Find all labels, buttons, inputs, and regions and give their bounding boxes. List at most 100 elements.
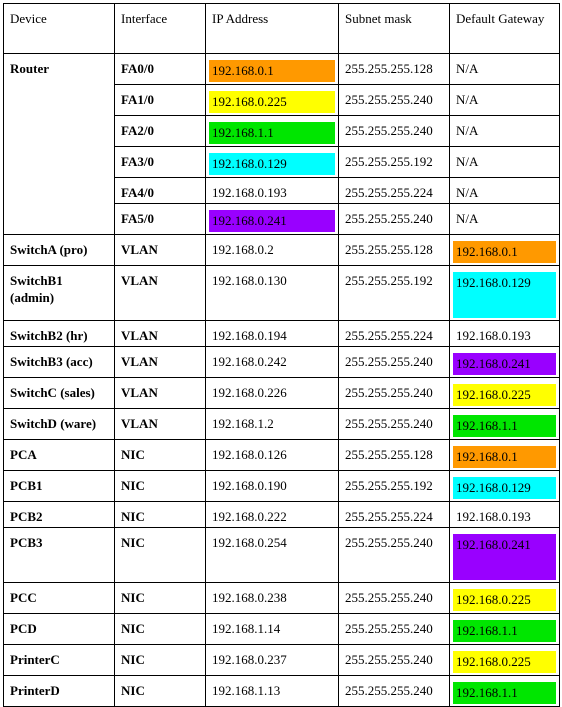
subnet-mask-cell: 255.255.255.128 [338,439,450,471]
interface-cell: FA4/0 [114,177,206,204]
ip-address-cell: 192.168.0.238 [205,582,339,614]
device-cell: PrinterD [3,675,115,707]
ip-address-cell: 192.168.0.193 [205,177,339,204]
subnet-mask-cell: 255.255.255.240 [338,203,450,235]
table-row: SwitchA (pro) VLAN 192.168.0.2 255.255.255.… [3,234,560,266]
subnet-mask-cell: 255.255.255.224 [338,177,450,204]
interface-cell: FA5/0 [114,203,206,235]
subnet-mask-cell: 255.255.255.240 [338,613,450,645]
subnet-mask-cell: 255.255.255.240 [338,84,450,116]
default-gateway-cell: 192.168.1.1 [449,613,560,645]
interface-cell: NIC [114,439,206,471]
default-gateway-cell: 192.168.0.1 [449,439,560,471]
interface-cell: FA1/0 [114,84,206,116]
default-gateway-cell: 192.168.0.129 [449,470,560,502]
subnet-mask-cell: 255.255.255.240 [338,346,450,378]
device-cell: PrinterC [3,644,115,676]
table-row: FA3/0 192.168.0.129 255.255.255.192 N/A [4,146,560,178]
ip-address-cell: 192.168.0.226 [205,377,339,409]
ip-address-cell: 192.168.0.194 [205,320,339,347]
interface-cell: VLAN [114,377,206,409]
interface-cell: FA2/0 [114,115,206,147]
subnet-mask-cell: 255.255.255.240 [338,675,450,707]
interface-cell: NIC [114,644,206,676]
ip-address-cell: 192.168.0.225 [205,84,339,116]
subnet-mask-cell: 255.255.255.128 [338,53,450,85]
default-gateway-cell: 192.168.0.241 [449,527,560,583]
default-gateway-cell: N/A [449,53,560,85]
header-ip-address: IP Address [205,3,339,54]
header-device: Device [3,3,115,54]
device-cell: PCB2 [3,501,115,528]
subnet-mask-cell: 255.255.255.224 [338,501,450,528]
ip-address-cell: 192.168.1.1 [205,115,339,147]
ip-address-cell: 192.168.1.14 [205,613,339,645]
table-row: FA4/0 192.168.0.193 255.255.255.224 N/A [4,177,560,204]
ip-address-cell-highlight: 192.168.0.225 [209,91,335,113]
ip-address-cell: 192.168.1.2 [205,408,339,440]
device-cell: PCA [3,439,115,471]
device-cell: SwitchB3 (acc) [3,346,115,378]
default-gateway-cell-highlight: 192.168.0.129 [453,272,556,318]
table-row: SwitchB1 (admin) VLAN 192.168.0.130 255.255… [3,265,560,321]
ip-address-cell-highlight: 192.168.1.1 [209,122,335,144]
ip-address-cell: 192.168.0.241 [205,203,339,235]
default-gateway-cell-highlight: 192.168.0.129 [453,477,556,499]
table-row: SwitchB2 (hr) VLAN 192.168.0.194 255.255.25… [3,320,560,347]
default-gateway-cell: 192.168.0.193 [449,501,560,528]
table-row: SwitchB3 (acc) VLAN 192.168.0.242 255.255.2… [3,346,560,378]
table-row: PrinterC NIC 192.168.0.237 255.255.255.240 1… [3,644,560,676]
ip-addressing-table: Device Interface IP Address Subnet mask … [3,3,560,707]
interface-cell: NIC [114,470,206,502]
interface-cell: NIC [114,501,206,528]
default-gateway-cell-highlight: 192.168.0.1 [453,446,556,468]
header-subnet-mask: Subnet mask [338,3,450,54]
default-gateway-cell: N/A [449,177,560,204]
default-gateway-cell: 192.168.0.225 [449,582,560,614]
ip-address-cell: 192.168.0.2 [205,234,339,266]
interface-cell: VLAN [114,320,206,347]
table-row: PCB1 NIC 192.168.0.190 255.255.255.192 192.1… [3,470,560,502]
interface-cell: FA0/0 [114,53,206,85]
subnet-mask-cell: 255.255.255.192 [338,146,450,178]
subnet-mask-cell: 255.255.255.240 [338,377,450,409]
ip-address-cell-highlight: 192.168.0.1 [209,60,335,82]
table-row: FA1/0 192.168.0.225 255.255.255.240 N/A [4,84,560,116]
interface-cell: NIC [114,527,206,583]
subnet-mask-cell: 255.255.255.240 [338,408,450,440]
table-row: PrinterD NIC 192.168.1.13 255.255.255.240 19… [3,675,560,707]
table-row: SwitchC (sales) VLAN 192.168.0.226 255.255.… [3,377,560,409]
subnet-mask-cell: 255.255.255.192 [338,265,450,321]
default-gateway-cell: 192.168.0.129 [449,265,560,321]
default-gateway-cell: 192.168.0.1 [449,234,560,266]
device-cell: SwitchC (sales) [3,377,115,409]
interface-cell: VLAN [114,234,206,266]
default-gateway-cell-highlight: 192.168.0.1 [453,241,556,263]
subnet-mask-cell: 255.255.255.224 [338,320,450,347]
interface-cell: NIC [114,675,206,707]
table-row: FA5/0 192.168.0.241 255.255.255.240 N/A [4,203,560,235]
table-row: PCB2 NIC 192.168.0.222 255.255.255.224 192.1… [3,501,560,528]
table-row: PCB3 NIC 192.168.0.254 255.255.255.240 192.1… [3,527,560,583]
default-gateway-cell: 192.168.0.241 [449,346,560,378]
interface-cell: NIC [114,613,206,645]
device-cell: PCC [3,582,115,614]
default-gateway-cell: 192.168.0.225 [449,644,560,676]
subnet-mask-cell: 255.255.255.240 [338,644,450,676]
default-gateway-cell: 192.168.1.1 [449,408,560,440]
default-gateway-cell-highlight: 192.168.0.241 [453,353,556,375]
subnet-mask-cell: 255.255.255.128 [338,234,450,266]
default-gateway-cell: N/A [449,146,560,178]
ip-address-cell: 192.168.0.242 [205,346,339,378]
default-gateway-cell-highlight: 192.168.1.1 [453,415,556,437]
interface-cell: VLAN [114,408,206,440]
subnet-mask-cell: 255.255.255.192 [338,470,450,502]
default-gateway-cell-highlight: 192.168.1.1 [453,620,556,642]
default-gateway-cell-highlight: 192.168.0.241 [453,534,556,580]
ip-address-cell: 192.168.0.126 [205,439,339,471]
table-row: PCD NIC 192.168.1.14 255.255.255.240 192.168… [3,613,560,645]
table-row: SwitchD (ware) VLAN 192.168.1.2 255.255.255… [3,408,560,440]
ip-address-cell: 192.168.0.190 [205,470,339,502]
default-gateway-cell-highlight: 192.168.0.225 [453,384,556,406]
device-cell: PCB3 [3,527,115,583]
